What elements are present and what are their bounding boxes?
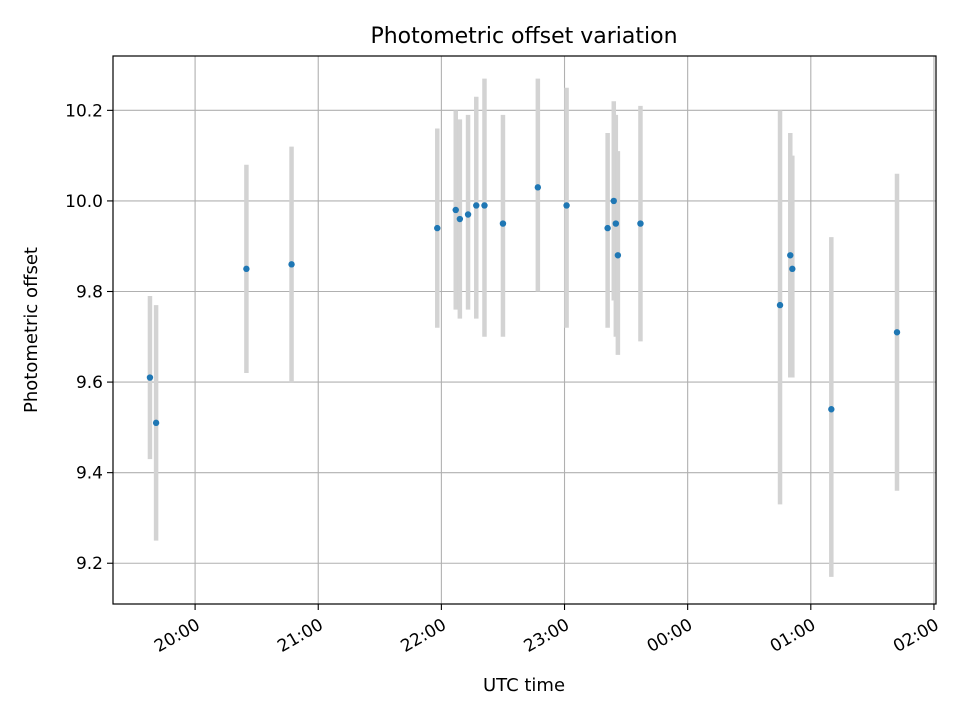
data-point xyxy=(776,301,784,309)
x-axis-ticks: 20:00 21:00 22:00 23:00 00:00 01:00 02:00 xyxy=(151,604,942,657)
x-tick-label: 01:00 xyxy=(767,615,819,657)
data-point xyxy=(473,202,480,209)
x-tick-label: 21:00 xyxy=(274,615,326,657)
data-point xyxy=(828,406,835,413)
y-tick-label: 9.2 xyxy=(76,554,103,574)
data-point xyxy=(456,215,464,223)
x-tick-label: 02:00 xyxy=(890,615,942,657)
data-point xyxy=(637,220,644,227)
data-point xyxy=(152,419,160,427)
data-point xyxy=(610,197,617,205)
y-axis-ticks: 9.2 9.4 9.6 9.8 10.0 10.2 xyxy=(65,101,113,574)
data-point xyxy=(434,224,441,232)
plot-frame xyxy=(112,55,937,605)
data-point xyxy=(464,211,472,218)
data-point xyxy=(604,224,611,232)
data-point xyxy=(893,329,901,336)
y-axis-label: Photometric offset xyxy=(21,247,42,413)
data-point xyxy=(534,184,542,191)
data-point xyxy=(612,220,620,227)
data-point xyxy=(614,252,622,259)
data-point xyxy=(563,202,570,209)
data-point xyxy=(789,265,796,273)
y-tick-label: 10.2 xyxy=(65,101,103,121)
error-bars xyxy=(147,78,900,577)
data-point xyxy=(452,206,459,214)
x-tick-label: 00:00 xyxy=(644,615,696,657)
x-tick-label: 22:00 xyxy=(397,615,449,657)
chart-title: Photometric offset variation xyxy=(370,24,677,49)
data-point xyxy=(243,265,250,273)
data-points xyxy=(146,184,901,427)
data-point xyxy=(288,261,295,268)
y-tick-label: 9.4 xyxy=(76,464,103,484)
data-point xyxy=(146,374,154,381)
y-tick-label: 10.0 xyxy=(65,192,103,212)
x-axis-label: UTC time xyxy=(483,675,565,696)
grid-lines xyxy=(113,56,936,604)
data-point xyxy=(499,220,507,227)
y-tick-label: 9.6 xyxy=(76,373,103,393)
x-tick-label: 23:00 xyxy=(521,615,573,657)
data-point xyxy=(481,202,488,209)
data-point xyxy=(787,252,794,259)
x-tick-label: 20:00 xyxy=(151,615,203,657)
y-tick-label: 9.8 xyxy=(76,283,103,303)
